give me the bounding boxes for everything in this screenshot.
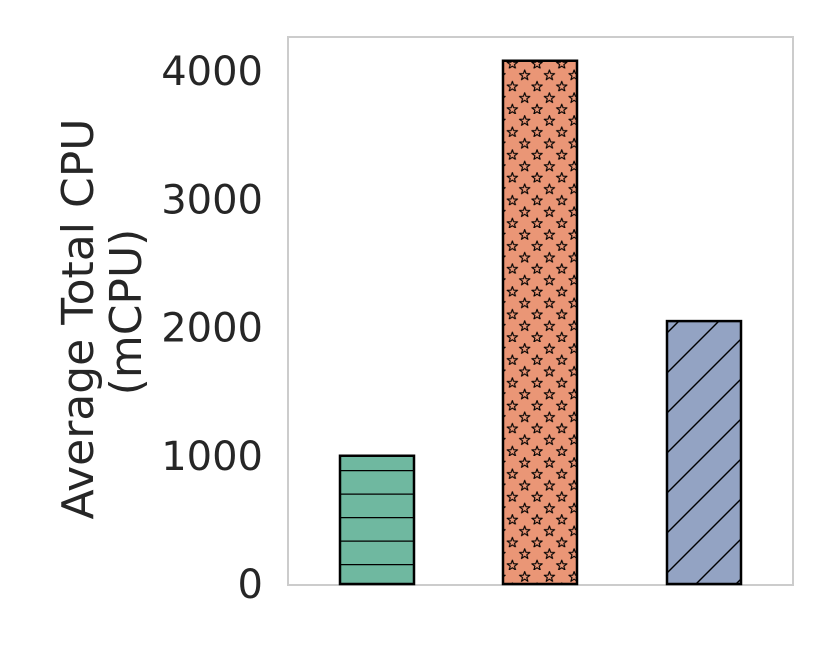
y-axis-label-line-2: (mCPU) (101, 229, 152, 396)
y-tick-labels: 0 1000 2000 3000 4000 (161, 49, 263, 608)
y-tick-label: 0 (238, 562, 263, 608)
y-tick-label: 1000 (161, 434, 263, 480)
y-tick-label: 3000 (161, 177, 263, 223)
bar-1-hatch (338, 454, 416, 586)
y-axis-label-line-1: Average Total CPU (53, 119, 104, 520)
y-axis-label: Average Total CPU (mCPU) (53, 105, 152, 520)
y-tick-label: 2000 (161, 306, 263, 352)
bar-3-hatch (665, 319, 743, 586)
bars-group (338, 59, 743, 586)
y-tick-label: 4000 (161, 49, 263, 95)
bar-2-hatch (501, 59, 579, 586)
